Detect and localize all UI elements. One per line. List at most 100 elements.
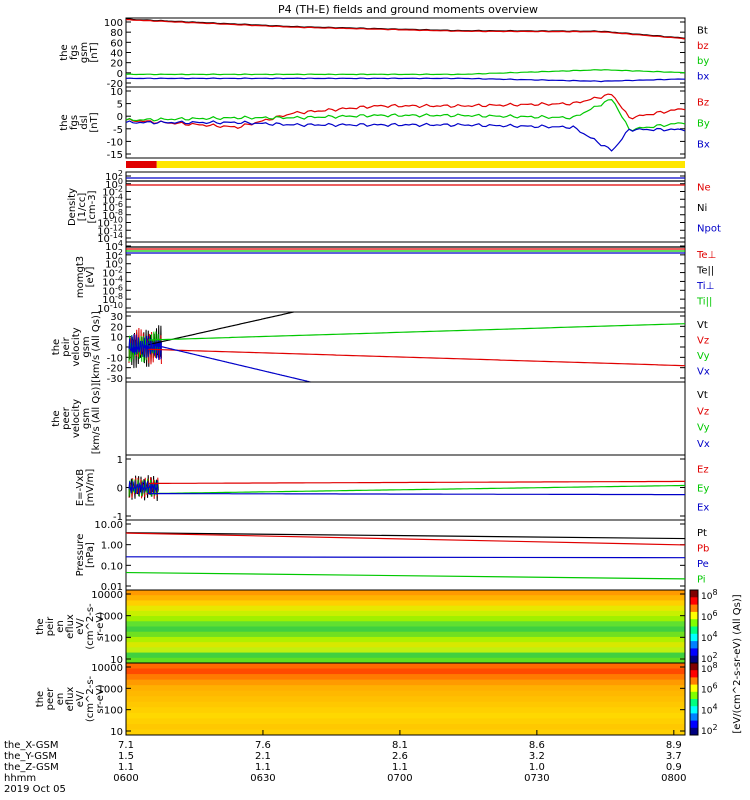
density-legend: Npot bbox=[697, 224, 721, 235]
efield-legend: Ez bbox=[697, 465, 709, 476]
xaxis-value: 1.5 bbox=[118, 751, 134, 762]
fgs-gsm-tick-label: 40 bbox=[110, 49, 123, 60]
moms-tick-label: 100 bbox=[105, 257, 123, 271]
peer-vel-ylabel: peer bbox=[61, 406, 72, 430]
fgs-gsm-legend: bz bbox=[697, 41, 709, 52]
density-ylabel: Density bbox=[67, 188, 78, 226]
peer-eflux bbox=[125, 662, 686, 736]
peer-eflux-band bbox=[126, 707, 685, 714]
peir-colorbar-swatch bbox=[690, 619, 698, 627]
pressure-line-Pb bbox=[125, 532, 686, 546]
fgs-dsl-tick-label: 10 bbox=[110, 87, 123, 98]
peer-eflux-ylabel: the bbox=[35, 691, 46, 707]
efield-line-Ez bbox=[148, 480, 685, 484]
moms-legend: Te⊥ bbox=[696, 250, 716, 261]
density-ylabel: [cm-3] bbox=[87, 190, 98, 223]
efield-ylabel: E=-VxB bbox=[75, 469, 86, 506]
peir-vel-legend: Vt bbox=[697, 320, 708, 331]
peer-eflux-tick-label: 100 bbox=[104, 706, 123, 717]
efield-tick-label: 1 bbox=[117, 455, 123, 466]
peer-eflux-band bbox=[126, 690, 685, 697]
peir-vel-line-Vx bbox=[148, 342, 311, 383]
peer-vel-ylabel: velocity bbox=[71, 399, 82, 438]
peir-vel-ylabel: [km/s (All Qs)] bbox=[91, 311, 102, 383]
peer-vel-legend: Vt bbox=[697, 390, 708, 401]
fgs-dsl-ylabel: the bbox=[59, 114, 70, 130]
moms-ylabel: [eV] bbox=[85, 267, 96, 288]
peer-eflux-band bbox=[126, 718, 685, 725]
peer-colorbar-tick: 104 bbox=[701, 702, 718, 716]
xaxis-value: 0.9 bbox=[666, 762, 682, 773]
peer-colorbar-tick: 106 bbox=[701, 682, 718, 696]
fgs-gsm-legend: bx bbox=[697, 71, 709, 82]
peir-eflux-ylabel: eflux bbox=[65, 614, 76, 639]
peer-eflux-band bbox=[126, 712, 685, 719]
peer-eflux-band bbox=[126, 674, 685, 681]
peir-eflux-tick-label: 1000 bbox=[98, 612, 123, 623]
panel-peir-velocity bbox=[125, 311, 686, 383]
peir-eflux-ylabel: eV/ bbox=[75, 618, 86, 635]
peir-eflux-band bbox=[126, 600, 685, 607]
peir-colorbar-swatch bbox=[690, 655, 698, 664]
peir-colorbar-swatch bbox=[690, 633, 698, 642]
state-bar-segment bbox=[156, 161, 685, 168]
density-tick-label: 10-2 bbox=[102, 185, 123, 199]
xaxis-row-label: the_Y-GSM bbox=[4, 751, 57, 762]
fgs-gsm-legend: by bbox=[697, 56, 709, 67]
peer-eflux-band bbox=[126, 696, 685, 703]
fgs-dsl-ylabel: fgs bbox=[69, 115, 80, 130]
peir-vel-legend: Vx bbox=[697, 366, 710, 377]
fgs-dsl-legend: Bx bbox=[697, 140, 710, 151]
peir-colorbar-tick: 106 bbox=[701, 609, 718, 623]
peir-colorbar-swatch bbox=[690, 641, 698, 649]
peer-eflux-tick-label: 1000 bbox=[98, 684, 123, 695]
xaxis-value: 7.6 bbox=[255, 740, 271, 751]
peer-colorbar-tick: 108 bbox=[701, 661, 718, 675]
fgs-gsm-line-bx bbox=[125, 77, 686, 83]
pressure-tick-label: 10.00 bbox=[94, 520, 123, 531]
peer-vel-ylabel: the bbox=[51, 410, 62, 426]
efield-ylabel: [mV/m] bbox=[85, 469, 96, 507]
fgs-gsm-tick-label: -20 bbox=[107, 79, 123, 90]
peir-vel-tick-label: 20 bbox=[110, 322, 123, 333]
xaxis-value: 8.9 bbox=[666, 740, 682, 751]
panel-peer-velocity bbox=[125, 381, 686, 456]
peir-eflux-band bbox=[126, 616, 685, 622]
efield-legend: Ey bbox=[697, 484, 709, 495]
xaxis-row-label: the_Z-GSM bbox=[4, 762, 59, 773]
fgs-dsl-ylabel: [nT] bbox=[89, 112, 100, 132]
peer-vel-legend: Vz bbox=[697, 406, 709, 417]
peir-vel-line-Vy bbox=[148, 323, 686, 341]
fgs-gsm-line-by bbox=[125, 69, 686, 76]
fgs-dsl-legend: Bz bbox=[697, 98, 709, 109]
fgs-dsl-ylabel: dsl bbox=[79, 115, 90, 129]
peir-vel-tick-label: 30 bbox=[110, 312, 123, 323]
fgs-gsm-tick-label: 0 bbox=[117, 69, 123, 80]
efield-tick-label: 0 bbox=[117, 484, 123, 495]
peir-eflux-band bbox=[126, 642, 685, 648]
pressure-legend: Pb bbox=[697, 543, 709, 554]
peir-colorbar-swatch bbox=[690, 611, 698, 620]
pressure-tick-label: 1.00 bbox=[101, 541, 123, 552]
panel-pressure bbox=[125, 519, 686, 591]
fgs-gsm-ylabel: the bbox=[59, 44, 70, 60]
density-tick-label: 100 bbox=[105, 177, 123, 191]
fgs-dsl-line-Bx bbox=[125, 120, 686, 152]
peer-vel-ylabel: [km/s (All Qs)] bbox=[91, 383, 102, 455]
fgs-gsm-ylabel: gsm bbox=[79, 42, 90, 63]
peir-colorbar-swatch bbox=[690, 604, 698, 613]
peir-eflux-band bbox=[126, 590, 685, 596]
efield-burst bbox=[128, 480, 159, 495]
peer-colorbar-swatch bbox=[690, 706, 698, 714]
moms-tick-label: 102 bbox=[105, 248, 123, 262]
peir-vel-ylabel: gsm bbox=[81, 336, 92, 357]
panel-efield bbox=[125, 454, 686, 521]
peer-colorbar-frame bbox=[689, 662, 699, 736]
pressure-ylabel: Pressure bbox=[75, 534, 86, 577]
peir-colorbar-swatch bbox=[690, 597, 698, 606]
efield-line-Ex bbox=[148, 493, 685, 496]
pressure-tick-label: 0.10 bbox=[101, 561, 123, 572]
figure-title: P4 (TH-E) fields and ground moments over… bbox=[278, 3, 538, 16]
efield-line-Ey bbox=[148, 484, 685, 495]
